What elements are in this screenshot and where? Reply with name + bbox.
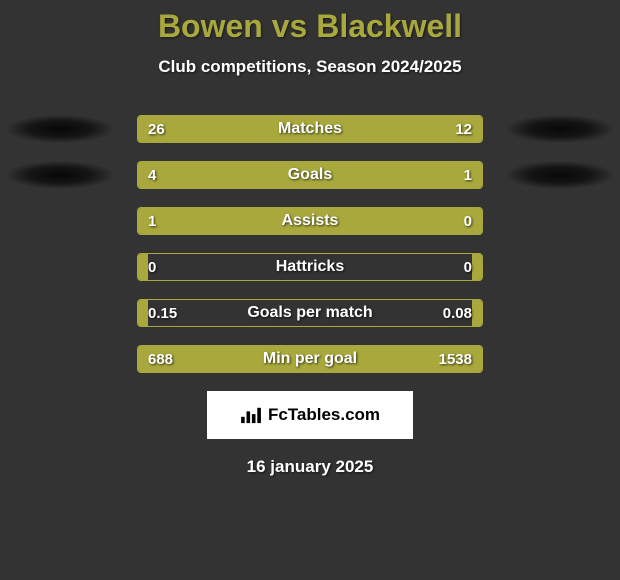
- stat-bar: 2612Matches: [137, 115, 483, 143]
- stat-row: 41Goals: [0, 161, 620, 189]
- bar-segment-left: [138, 300, 148, 326]
- stat-label: Goals per match: [138, 300, 482, 326]
- stat-row: 0 0Hattricks: [0, 253, 620, 281]
- bar-segment-left: [138, 208, 403, 234]
- player-shadow-right: [506, 161, 614, 189]
- stat-value-right: 0: [464, 254, 472, 280]
- page-title: Bowen vs Blackwell: [0, 8, 620, 45]
- branding-badge: FcTables.com: [207, 391, 413, 439]
- stat-value-right: 0: [464, 208, 472, 234]
- stat-bar: 0 0Hattricks: [137, 253, 483, 281]
- subtitle: Club competitions, Season 2024/2025: [0, 57, 620, 77]
- stat-value-left: 26: [148, 116, 165, 142]
- stat-value-left: 1: [148, 208, 156, 234]
- stat-value-right: 1538: [439, 346, 472, 372]
- bar-segment-right: [472, 254, 482, 280]
- stat-value-left: 0.15: [148, 300, 177, 326]
- stat-bar: 10Assists: [137, 207, 483, 235]
- bar-segment-right: [472, 300, 482, 326]
- stat-row: 10Assists: [0, 207, 620, 235]
- player-shadow-left: [6, 115, 114, 143]
- stat-row: 2612Matches: [0, 115, 620, 143]
- stat-value-right: 0.08: [443, 300, 472, 326]
- bar-chart-icon: [240, 406, 262, 424]
- stat-value-right: 1: [464, 162, 472, 188]
- stat-value-left: 4: [148, 162, 156, 188]
- player-shadow-left: [6, 161, 114, 189]
- bar-segment-left: [138, 162, 403, 188]
- stat-bar: 41Goals: [137, 161, 483, 189]
- stat-value-right: 12: [455, 116, 472, 142]
- date-label: 16 january 2025: [0, 457, 620, 477]
- branding-text: FcTables.com: [268, 405, 380, 425]
- stat-value-left: 688: [148, 346, 173, 372]
- bar-segment-left: [138, 116, 365, 142]
- comparison-infographic: Bowen vs Blackwell Club competitions, Se…: [0, 0, 620, 477]
- stats-list: 2612Matches41Goals10Assists00Hattricks0.…: [0, 115, 620, 373]
- stat-value-left: 0: [148, 254, 156, 280]
- stat-bar: 0.15 0.08Goals per match: [137, 299, 483, 327]
- stat-bar: 6881538Min per goal: [137, 345, 483, 373]
- player-shadow-right: [506, 115, 614, 143]
- stat-row: 0.15 0.08Goals per match: [0, 299, 620, 327]
- stat-row: 6881538Min per goal: [0, 345, 620, 373]
- stat-label: Hattricks: [138, 254, 482, 280]
- bar-segment-left: [138, 254, 148, 280]
